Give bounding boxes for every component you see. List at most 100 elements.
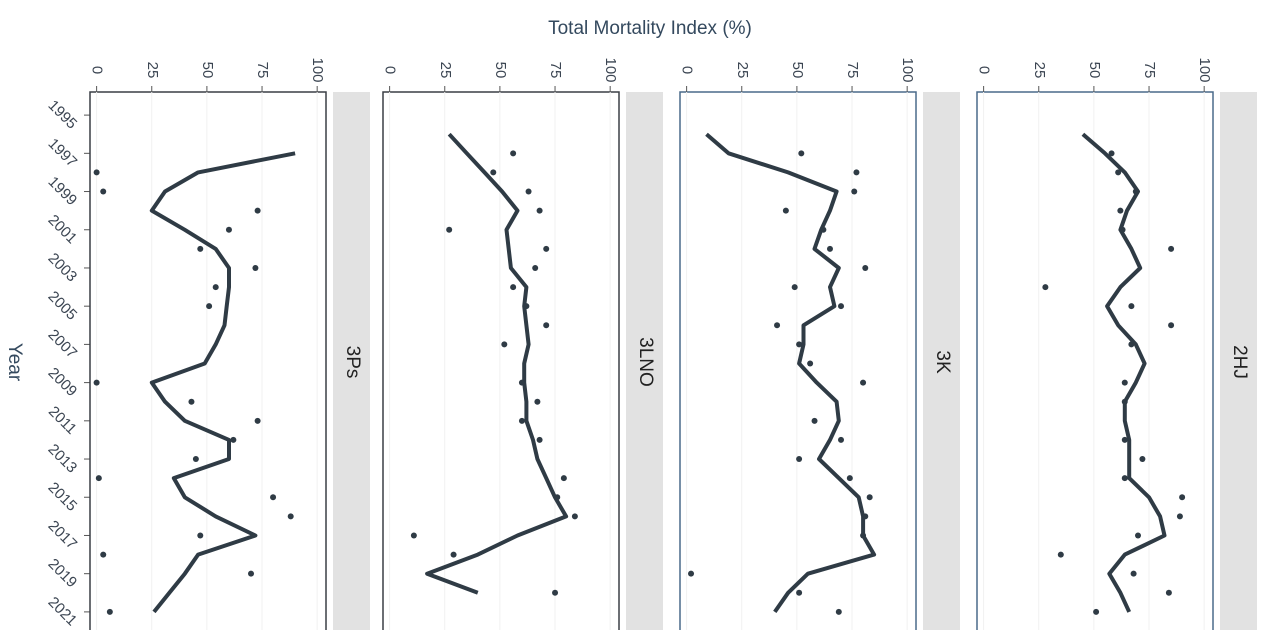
data-point — [796, 589, 803, 596]
panel-label: 3K — [932, 350, 953, 374]
data-point — [523, 303, 530, 310]
data-point — [254, 207, 261, 214]
panel-box — [976, 91, 1214, 630]
data-point — [1128, 341, 1135, 348]
data-point — [862, 264, 869, 271]
data-point — [1165, 589, 1172, 596]
data-point — [826, 245, 833, 252]
data-point — [1115, 169, 1122, 176]
year-tick-label: 1995 — [45, 97, 81, 133]
x-tick-label: 100 — [602, 57, 619, 82]
year-tick-label: 2007 — [45, 326, 81, 362]
data-point — [1108, 150, 1115, 157]
data-point — [212, 284, 219, 291]
data-point — [1121, 475, 1128, 482]
data-point — [1176, 513, 1183, 520]
data-point — [1168, 322, 1175, 329]
data-point — [543, 245, 550, 252]
year-tick-label: 2003 — [45, 250, 81, 286]
data-point — [552, 589, 559, 596]
year-tick-label: 2011 — [45, 403, 80, 438]
data-point — [860, 379, 867, 386]
data-point — [846, 475, 853, 482]
data-point — [534, 398, 541, 405]
strip — [626, 92, 663, 630]
year-tick-label: 2017 — [45, 517, 81, 553]
data-point — [838, 303, 845, 310]
year-tick-label: 2001 — [45, 212, 81, 248]
data-point — [1119, 226, 1126, 233]
year-tick-label: 1999 — [45, 173, 81, 209]
data-point — [536, 207, 543, 214]
year-tick-label: 2015 — [45, 479, 81, 515]
panel-label: 2HJ — [1229, 345, 1250, 379]
data-point — [106, 608, 113, 615]
data-point — [571, 513, 578, 520]
data-point — [782, 207, 789, 214]
year-tick-label: 2021 — [45, 594, 81, 630]
data-point — [1121, 436, 1128, 443]
data-point — [100, 551, 107, 558]
trend-line — [149, 151, 296, 614]
data-point — [188, 398, 195, 405]
x-tick-label: 0 — [382, 66, 399, 74]
data-point — [1117, 207, 1124, 214]
x-tick-label: 25 — [437, 62, 454, 79]
x-tick-label: 0 — [89, 66, 106, 74]
data-point — [490, 169, 497, 176]
x-tick-label: 25 — [144, 62, 161, 79]
data-point — [192, 456, 199, 463]
data-point — [518, 417, 525, 424]
data-point — [860, 532, 867, 539]
data-point — [248, 570, 255, 577]
data-point — [796, 456, 803, 463]
x-tick-label: 50 — [492, 62, 509, 79]
x-tick-label: 0 — [679, 66, 696, 74]
x-tick-label: 50 — [1086, 62, 1103, 79]
data-point — [287, 513, 294, 520]
data-point — [1139, 456, 1146, 463]
data-point — [1130, 570, 1137, 577]
data-point — [501, 341, 508, 348]
panel-label: 3Ps — [342, 346, 363, 379]
data-point — [1093, 608, 1100, 615]
panel-box — [89, 91, 327, 630]
data-point — [510, 150, 517, 157]
trend-line — [1081, 132, 1167, 613]
x-tick-label: 75 — [254, 62, 271, 79]
data-point — [225, 226, 232, 233]
data-point — [1128, 303, 1135, 310]
data-point — [100, 188, 107, 195]
year-tick-label: 2005 — [45, 288, 81, 324]
data-point — [230, 436, 237, 443]
year-tick-label: 2013 — [45, 441, 81, 477]
year-tick-label: 2019 — [45, 555, 81, 591]
data-point — [1121, 398, 1128, 405]
data-point — [835, 608, 842, 615]
data-point — [862, 513, 869, 520]
data-point — [93, 169, 100, 176]
x-tick-label: 75 — [844, 62, 861, 79]
data-point — [791, 284, 798, 291]
chart-title: Total Mortality Index (%) — [548, 18, 752, 39]
data-point — [554, 494, 561, 501]
data-point — [254, 417, 261, 424]
data-point — [811, 417, 818, 424]
x-tick-label: 75 — [1141, 62, 1158, 79]
strip — [923, 92, 960, 630]
data-point — [252, 264, 259, 271]
data-point — [560, 475, 567, 482]
data-point — [807, 360, 814, 367]
panel-box — [679, 91, 917, 630]
panel-label: 3LNO — [635, 337, 656, 387]
x-tick-label: 0 — [976, 66, 993, 74]
year-tick-label: 2009 — [45, 364, 81, 400]
data-point — [796, 341, 803, 348]
data-point — [774, 322, 781, 329]
data-point — [536, 436, 543, 443]
x-tick-label: 100 — [309, 57, 326, 82]
trend-line — [705, 132, 877, 614]
x-tick-label: 75 — [547, 62, 564, 79]
x-tick-label: 100 — [899, 57, 916, 82]
